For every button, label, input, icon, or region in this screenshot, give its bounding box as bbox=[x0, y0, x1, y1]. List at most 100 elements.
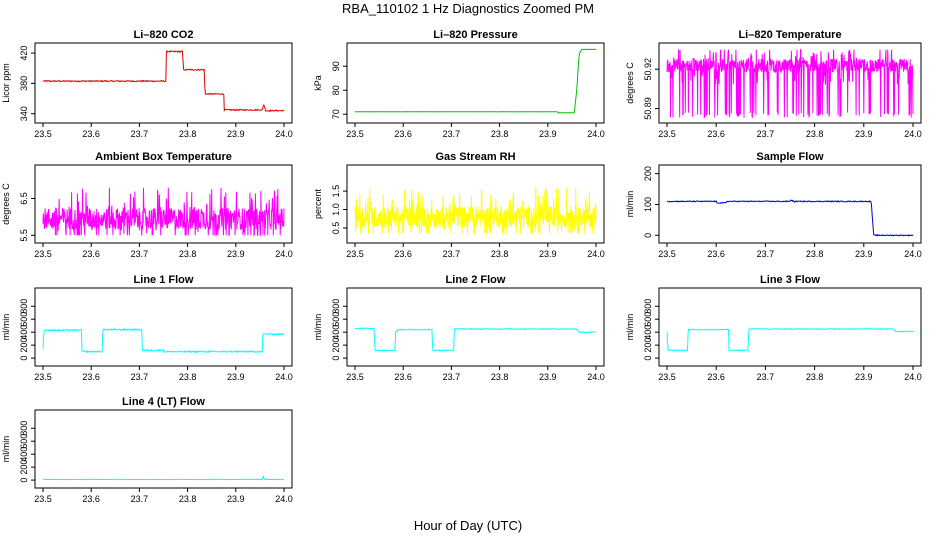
y-tick-label: 0 bbox=[19, 478, 29, 483]
x-tick-label: 23.9 bbox=[227, 372, 245, 382]
x-tick-label: 23.7 bbox=[443, 249, 461, 259]
x-tick-label: 23.9 bbox=[855, 372, 873, 382]
plot-frame bbox=[34, 287, 293, 367]
series-line bbox=[354, 186, 597, 234]
y-axis-label: Licor ppm bbox=[1, 63, 11, 103]
panel-title: Gas Stream RH bbox=[435, 151, 515, 163]
x-axis-label: Hour of Day (UTC) bbox=[413, 518, 523, 533]
y-tick-label: 200 bbox=[643, 338, 653, 353]
x-tick-label: 23.9 bbox=[227, 494, 245, 504]
panel-10: Line 4 (LT) Flow ml/min 23.5 23.6 23.7 23.8 23… bbox=[1, 396, 293, 504]
x-tick-label: 23.5 bbox=[346, 372, 364, 382]
y-tick-label: 1.0 bbox=[331, 203, 341, 216]
y-tick-label: 5.5 bbox=[19, 229, 29, 242]
series-line bbox=[354, 327, 597, 352]
plot-frame bbox=[346, 287, 605, 367]
panel-3: Li–820 Temperature degrees C 23.5 23.6 23.7 2… bbox=[625, 29, 922, 139]
y-tick-label: 200 bbox=[19, 460, 29, 475]
x-tick-label: 23.7 bbox=[131, 129, 149, 139]
y-tick-label: 200 bbox=[331, 338, 341, 353]
y-axis-label: ml/min bbox=[1, 436, 11, 463]
x-tick-label: 23.8 bbox=[491, 372, 509, 382]
series-line bbox=[666, 48, 914, 119]
x-tick-label: 23.5 bbox=[34, 249, 52, 259]
y-tick-label: 340 bbox=[19, 106, 29, 121]
y-tick-label: 6.5 bbox=[19, 192, 29, 205]
y-tick-label: 600 bbox=[19, 312, 29, 327]
x-tick-label: 23.6 bbox=[82, 249, 100, 259]
y-tick-label: 0 bbox=[643, 233, 653, 238]
x-tick-label: 23.9 bbox=[227, 249, 245, 259]
x-tick-label: 23.8 bbox=[491, 249, 509, 259]
plot-frame bbox=[658, 42, 922, 124]
plot-frame bbox=[658, 164, 922, 244]
y-tick-label: 90 bbox=[331, 61, 341, 71]
y-tick-label: 100 bbox=[643, 197, 653, 212]
y-tick-label: 0 bbox=[19, 356, 29, 361]
y-tick-label: 70 bbox=[331, 109, 341, 119]
x-tick-label: 23.6 bbox=[82, 129, 100, 139]
x-tick-label: 23.8 bbox=[179, 129, 197, 139]
panel-8: Line 2 Flow ml/min 23.5 23.6 23.7 23.8 23.9 24.… bbox=[313, 274, 605, 382]
y-tick-label: 0.5 bbox=[331, 222, 341, 235]
series-line bbox=[43, 474, 284, 481]
plot-frame bbox=[346, 164, 605, 244]
panel-4: Ambient Box Temperature degrees C 23.5 23.6… bbox=[1, 151, 293, 259]
series-line bbox=[42, 187, 285, 238]
x-tick-label: 23.8 bbox=[806, 372, 824, 382]
plot-frame bbox=[658, 287, 922, 367]
y-tick-label: 400 bbox=[331, 325, 341, 340]
panel-title: Line 4 (LT) Flow bbox=[122, 396, 205, 408]
y-tick-label: 400 bbox=[19, 447, 29, 462]
panel-7: Line 1 Flow ml/min 23.5 23.6 23.7 23.8 23.9 24.… bbox=[1, 274, 293, 382]
y-tick-label: 800 bbox=[19, 421, 29, 436]
y-tick-label: 800 bbox=[19, 299, 29, 314]
panel-title: Line 3 Flow bbox=[760, 274, 820, 286]
x-tick-label: 24.0 bbox=[904, 372, 922, 382]
y-tick-label: 800 bbox=[331, 299, 341, 314]
series-line bbox=[42, 327, 285, 354]
x-tick-label: 23.5 bbox=[34, 494, 52, 504]
x-tick-label: 23.7 bbox=[131, 249, 149, 259]
y-tick-label: 400 bbox=[19, 325, 29, 340]
y-axis-label: degrees C bbox=[625, 62, 635, 104]
panel-6: Sample Flow ml/min 23.5 23.6 23.7 23.8 23.9 24.… bbox=[625, 151, 922, 259]
x-tick-label: 23.8 bbox=[179, 249, 197, 259]
x-tick-label: 23.6 bbox=[707, 129, 725, 139]
panel-2: Li–820 Pressure kPa 23.5 23.6 23.7 23.8 23.9 24… bbox=[313, 29, 605, 139]
plot-frame bbox=[346, 42, 605, 124]
y-tick-label: 50.92 bbox=[643, 58, 653, 81]
y-axis-label: ml/min bbox=[625, 191, 635, 218]
panel-title: Line 2 Flow bbox=[446, 274, 506, 286]
x-tick-label: 23.9 bbox=[539, 372, 557, 382]
x-tick-label: 23.8 bbox=[179, 494, 197, 504]
x-tick-label: 23.7 bbox=[131, 372, 149, 382]
y-tick-label: 80 bbox=[331, 85, 341, 95]
x-tick-label: 23.6 bbox=[82, 372, 100, 382]
plot-frame bbox=[34, 409, 293, 489]
x-tick-label: 23.6 bbox=[394, 372, 412, 382]
x-tick-label: 23.8 bbox=[491, 129, 509, 139]
y-tick-label: 600 bbox=[331, 312, 341, 327]
x-tick-label: 24.0 bbox=[275, 372, 293, 382]
panel-5: Gas Stream RH percent 23.5 23.6 23.7 23.8 23.9… bbox=[313, 151, 605, 259]
y-axis-label: ml/min bbox=[1, 314, 11, 341]
x-tick-label: 23.7 bbox=[757, 372, 775, 382]
y-axis-label: degrees C bbox=[1, 183, 11, 225]
y-tick-label: 420 bbox=[19, 46, 29, 61]
y-tick-label: 400 bbox=[643, 325, 653, 340]
x-tick-label: 23.6 bbox=[707, 249, 725, 259]
x-tick-label: 24.0 bbox=[587, 129, 605, 139]
figure-title: RBA_110102 1 Hz Diagnostics Zoomed PM bbox=[342, 1, 594, 16]
x-tick-label: 23.9 bbox=[539, 129, 557, 139]
y-tick-label: 600 bbox=[643, 312, 653, 327]
x-tick-label: 24.0 bbox=[275, 494, 293, 504]
panel-title: Ambient Box Temperature bbox=[95, 151, 232, 163]
plot-frame bbox=[34, 164, 293, 244]
x-tick-label: 23.5 bbox=[658, 129, 676, 139]
x-tick-label: 23.8 bbox=[806, 249, 824, 259]
x-tick-label: 23.9 bbox=[855, 249, 873, 259]
panel-9: Line 3 Flow ml/min 23.5 23.6 23.7 23.8 23.9 24.… bbox=[625, 274, 922, 382]
x-tick-label: 24.0 bbox=[275, 249, 293, 259]
